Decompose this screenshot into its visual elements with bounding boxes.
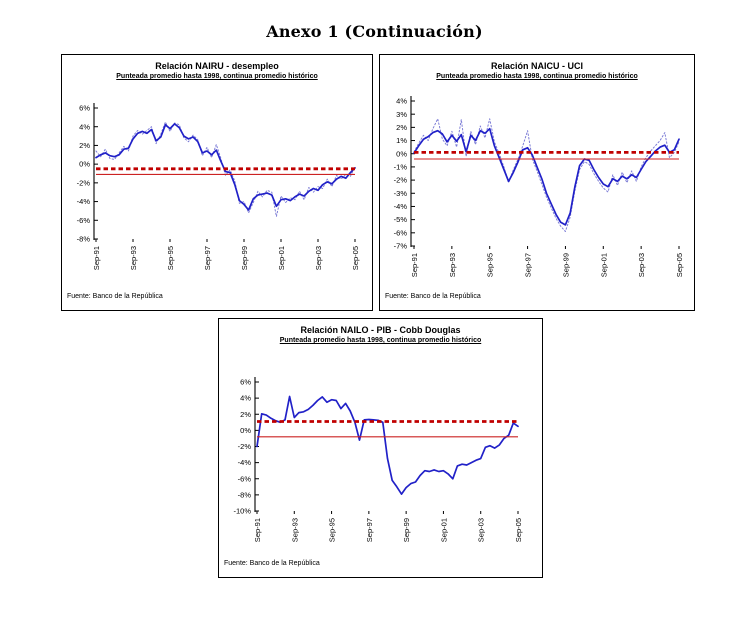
svg-text:Sep-03: Sep-03 <box>314 246 323 270</box>
svg-text:2%: 2% <box>396 123 407 132</box>
svg-text:4%: 4% <box>79 122 90 131</box>
svg-text:Sep-93: Sep-93 <box>129 246 138 270</box>
svg-text:2%: 2% <box>240 410 251 419</box>
chart-title: Relación NAIRU - desempleo <box>155 61 279 71</box>
svg-text:-7%: -7% <box>394 242 408 251</box>
svg-text:-1%: -1% <box>394 163 408 172</box>
svg-text:-10%: -10% <box>233 507 251 516</box>
svg-text:6%: 6% <box>79 104 90 113</box>
chart-subtitle: Punteada promedio hasta 1998, continua p… <box>116 73 318 80</box>
svg-text:-8%: -8% <box>77 235 91 244</box>
svg-text:Sep-03: Sep-03 <box>477 518 486 542</box>
svg-text:Sep-91: Sep-91 <box>253 518 262 542</box>
svg-text:Sep-97: Sep-97 <box>365 518 374 542</box>
svg-text:3%: 3% <box>396 110 407 119</box>
chart-source: Fuente: Banco de la República <box>385 293 481 300</box>
svg-text:0%: 0% <box>240 426 251 435</box>
svg-text:Sep-01: Sep-01 <box>599 253 608 277</box>
chart-title: Relación NAILO - PIB - Cobb Douglas <box>300 325 461 335</box>
svg-text:1%: 1% <box>396 136 407 145</box>
svg-text:Sep-97: Sep-97 <box>203 246 212 270</box>
svg-text:Sep-95: Sep-95 <box>328 518 337 542</box>
svg-text:-2%: -2% <box>394 176 408 185</box>
svg-text:0%: 0% <box>396 149 407 158</box>
svg-text:6%: 6% <box>240 378 251 387</box>
svg-text:Sep-99: Sep-99 <box>561 253 570 277</box>
svg-text:0%: 0% <box>79 160 90 169</box>
svg-text:Sep-01: Sep-01 <box>439 518 448 542</box>
svg-text:Sep-99: Sep-99 <box>402 518 411 542</box>
svg-text:Sep-95: Sep-95 <box>486 253 495 277</box>
svg-text:Sep-93: Sep-93 <box>290 518 299 542</box>
svg-text:Sep-03: Sep-03 <box>637 253 646 277</box>
nailo-pib-plot: 6% 4% 2% 0% -2% -4% -6% -8% -10%Sep-91 Sep-93 Sep-… <box>233 377 523 542</box>
chart-subtitle: Punteada promedio hasta 1998, continua p… <box>279 337 482 344</box>
svg-text:Sep-91: Sep-91 <box>92 246 101 270</box>
svg-text:-4%: -4% <box>394 202 408 211</box>
svg-text:Sep-93: Sep-93 <box>448 253 457 277</box>
chart-source: Fuente: Banco de la República <box>224 560 320 567</box>
svg-text:-2%: -2% <box>238 442 252 451</box>
svg-text:-2%: -2% <box>77 178 91 187</box>
chart-panel-nairu-desempleo: Relación NAIRU - desempleo Punteada prom… <box>61 54 373 311</box>
nairu-desempleo-plot: 6% 4% 2% 0% -2% -4% -6% -8%Sep-91 Sep-93 Sep-95 Se… <box>77 103 360 270</box>
svg-text:4%: 4% <box>240 394 251 403</box>
svg-text:Sep-95: Sep-95 <box>166 246 175 270</box>
svg-text:-4%: -4% <box>238 458 252 467</box>
svg-text:2%: 2% <box>79 141 90 150</box>
svg-text:Sep-91: Sep-91 <box>410 253 419 277</box>
svg-text:-6%: -6% <box>77 216 91 225</box>
svg-text:Sep-01: Sep-01 <box>277 246 286 270</box>
svg-text:4%: 4% <box>396 97 407 106</box>
svg-text:-3%: -3% <box>394 189 408 198</box>
svg-text:-5%: -5% <box>394 215 408 224</box>
svg-text:Sep-97: Sep-97 <box>524 253 533 277</box>
svg-text:-6%: -6% <box>238 474 252 483</box>
chart-subtitle: Punteada promedio hasta 1998, continua p… <box>436 73 638 80</box>
page-title: Anexo 1 (Continuación) <box>266 22 483 41</box>
chart-panel-nailo-pib: Relación NAILO - PIB - Cobb Douglas Punt… <box>218 318 543 578</box>
chart-title: Relación NAICU - UCI <box>490 61 583 71</box>
naicu-uci-plot: 4% 3% 2% 1% 0% -1% -2% -3% -4% -5% -6% -7%Sep-91 Sep… <box>394 96 684 277</box>
svg-text:Sep-05: Sep-05 <box>675 253 684 277</box>
svg-text:-4%: -4% <box>77 197 91 206</box>
svg-text:-8%: -8% <box>238 490 252 499</box>
svg-text:-6%: -6% <box>394 228 408 237</box>
chart-panel-naicu-uci: Relación NAICU - UCI Punteada promedio h… <box>379 54 695 311</box>
svg-text:Sep-99: Sep-99 <box>240 246 249 270</box>
chart-source: Fuente: Banco de la República <box>67 293 163 300</box>
svg-text:Sep-05: Sep-05 <box>351 246 360 270</box>
svg-text:Sep-05: Sep-05 <box>514 518 523 542</box>
